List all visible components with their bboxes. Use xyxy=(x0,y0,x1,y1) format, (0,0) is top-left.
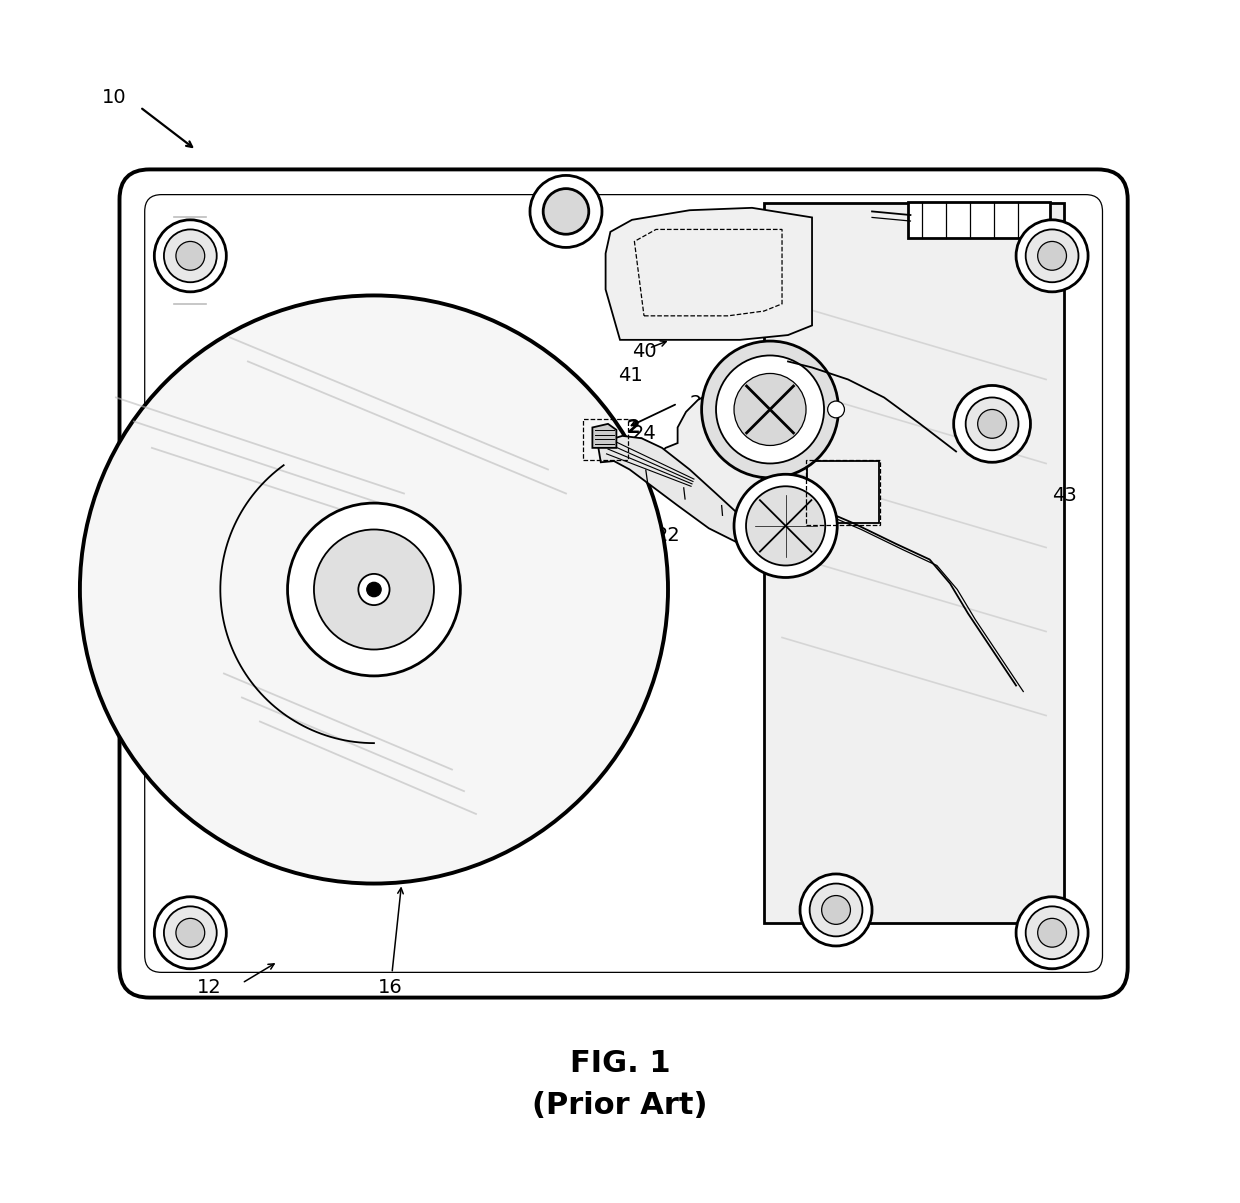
Bar xyxy=(764,203,1064,923)
Polygon shape xyxy=(653,387,822,557)
Circle shape xyxy=(176,918,205,947)
Text: 40: 40 xyxy=(632,343,657,361)
Text: 30: 30 xyxy=(656,448,681,467)
Circle shape xyxy=(164,906,217,959)
Polygon shape xyxy=(605,208,812,340)
Circle shape xyxy=(954,385,1030,462)
Circle shape xyxy=(1038,242,1066,271)
Circle shape xyxy=(734,373,806,445)
Circle shape xyxy=(810,883,863,936)
Circle shape xyxy=(358,574,389,605)
Text: 22: 22 xyxy=(656,526,681,545)
Circle shape xyxy=(800,873,872,946)
Bar xyxy=(806,460,880,525)
Text: 29: 29 xyxy=(523,429,548,449)
Text: 20: 20 xyxy=(563,532,587,551)
Circle shape xyxy=(154,220,227,292)
Circle shape xyxy=(164,230,217,283)
Circle shape xyxy=(543,189,589,235)
Polygon shape xyxy=(599,435,789,546)
Circle shape xyxy=(715,355,825,463)
Polygon shape xyxy=(593,423,616,448)
Text: 2: 2 xyxy=(541,450,554,469)
Text: 14: 14 xyxy=(386,534,410,553)
Circle shape xyxy=(288,503,460,676)
Bar xyxy=(908,202,1050,238)
Text: 16: 16 xyxy=(377,978,402,997)
Text: 2: 2 xyxy=(626,417,640,437)
Circle shape xyxy=(1025,230,1079,283)
Circle shape xyxy=(827,401,844,417)
Text: 28: 28 xyxy=(689,393,714,413)
Circle shape xyxy=(367,582,381,597)
Text: 24: 24 xyxy=(632,423,657,443)
Circle shape xyxy=(314,529,434,650)
Circle shape xyxy=(822,895,851,924)
Circle shape xyxy=(1016,220,1087,292)
Circle shape xyxy=(529,176,601,248)
Circle shape xyxy=(702,342,838,478)
Circle shape xyxy=(734,474,837,577)
Text: 42: 42 xyxy=(1002,414,1027,433)
Text: 10: 10 xyxy=(102,88,126,107)
Circle shape xyxy=(176,242,205,271)
Circle shape xyxy=(966,397,1018,450)
Text: FIG. 1: FIG. 1 xyxy=(569,1049,671,1078)
Circle shape xyxy=(977,409,1007,438)
Circle shape xyxy=(1016,896,1087,968)
Circle shape xyxy=(79,296,668,883)
Text: 41: 41 xyxy=(618,367,642,385)
Circle shape xyxy=(746,486,826,565)
Text: (Prior Art): (Prior Art) xyxy=(532,1091,708,1120)
Text: 32: 32 xyxy=(658,472,683,491)
Circle shape xyxy=(1038,918,1066,947)
Circle shape xyxy=(154,896,227,968)
Text: 50: 50 xyxy=(836,508,861,527)
Bar xyxy=(807,461,879,523)
Circle shape xyxy=(1025,906,1079,959)
Text: 12: 12 xyxy=(197,978,222,997)
Text: 43: 43 xyxy=(1052,486,1076,505)
FancyBboxPatch shape xyxy=(119,170,1127,997)
